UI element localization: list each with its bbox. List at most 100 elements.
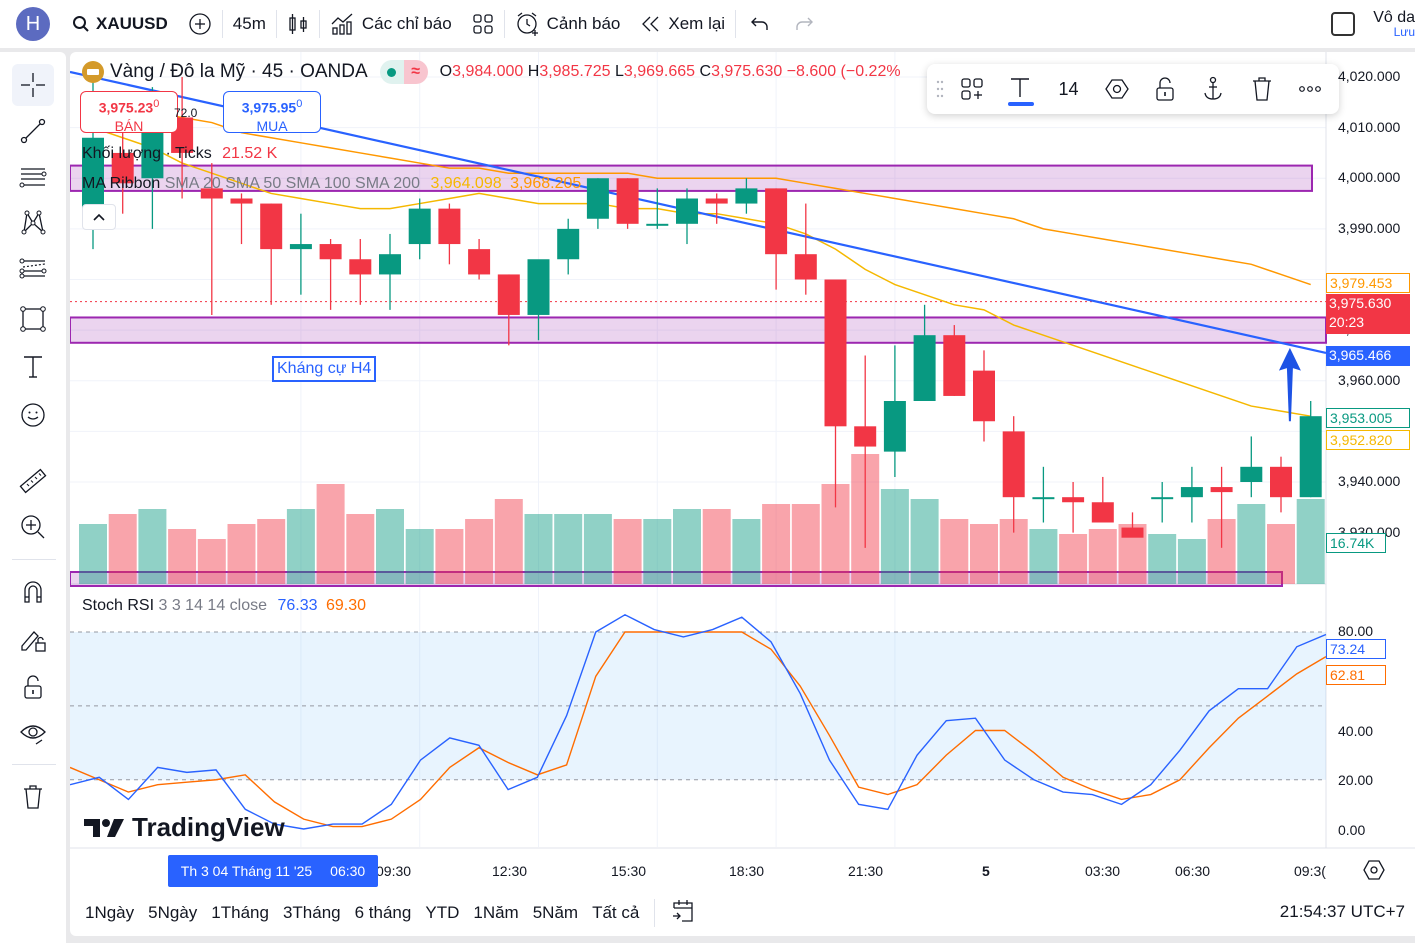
redo-button[interactable]	[784, 0, 824, 48]
volume-bar	[613, 519, 642, 584]
market-status-pills[interactable]: ≈	[379, 60, 428, 84]
chart-canvas[interactable]	[70, 52, 1415, 890]
go-to-date-button[interactable]	[663, 898, 703, 929]
candle-body	[854, 426, 877, 447]
undo-button[interactable]	[736, 0, 784, 48]
candle-body	[438, 208, 461, 245]
stoch-axis-label: 80.00	[1338, 623, 1374, 639]
crosshair-time-tag: Th 3 04 Tháng 11 '25 06:30	[168, 855, 378, 887]
chart-area[interactable]: Vàng / Đô la Mỹ · 45 · OANDA ≈ O3,984.00…	[70, 52, 1415, 890]
layout-checkbox[interactable]	[1331, 12, 1356, 36]
symbol-title[interactable]: Vàng / Đô la Mỹ · 45 · OANDA	[110, 61, 368, 82]
stay-in-drawing-mode-tool[interactable]	[12, 618, 54, 660]
range-all[interactable]: Tất cả	[592, 903, 640, 922]
remove-drawings-tool[interactable]	[12, 776, 54, 818]
buy-button[interactable]: 3,975.950 MUA	[223, 91, 321, 134]
hide-drawings-tool[interactable]	[12, 712, 54, 754]
zone-resistance-h4	[70, 316, 1327, 344]
user-avatar[interactable]: H	[16, 7, 50, 41]
divider	[12, 559, 56, 560]
range-6m[interactable]: 6 tháng	[354, 903, 412, 922]
buy-price: 3,975.95	[241, 99, 297, 116]
anchor-button[interactable]	[1190, 69, 1236, 109]
lock-drawings-tool[interactable]	[12, 666, 54, 708]
candle-body	[586, 178, 609, 219]
compare-symbol-button[interactable]	[178, 0, 222, 48]
range-1d[interactable]: 1Ngày	[85, 903, 135, 922]
timezone-clock[interactable]: 21:54:37 UTC+7	[1279, 902, 1405, 921]
ma-ribbon-legend[interactable]: MA Ribbon SMA 20 SMA 50 SMA 100 SMA 200 …	[82, 175, 581, 193]
fib-tool[interactable]	[12, 156, 54, 198]
save-link[interactable]: Lưu	[1393, 25, 1415, 40]
zoom-in-tool[interactable]	[12, 506, 54, 548]
crosshair-time: 06:30	[330, 863, 366, 879]
divider	[221, 10, 223, 38]
emoji-tool[interactable]	[12, 394, 54, 436]
measure-tool[interactable]	[12, 460, 54, 502]
workspace-name-button[interactable]: Vô da Lưu	[1373, 9, 1415, 40]
candle-body	[943, 335, 966, 396]
pattern-tool[interactable]	[12, 202, 54, 244]
tradingview-logo[interactable]: TradingView	[84, 812, 285, 843]
more-options-button[interactable]	[1287, 69, 1333, 109]
volume-bar	[257, 519, 286, 584]
volume-bar	[168, 529, 197, 584]
templates-button[interactable]	[949, 69, 995, 109]
shape-tool[interactable]	[12, 298, 54, 340]
magnet-tool[interactable]	[12, 570, 54, 612]
workspace-name: Vô da	[1373, 8, 1415, 26]
chart-settings-icon[interactable]	[1362, 858, 1386, 882]
drawing-settings-button[interactable]	[1094, 69, 1140, 109]
trendline-tool[interactable]	[12, 110, 54, 152]
candle-body	[1180, 487, 1203, 498]
price-axis-label: 3,990.000	[1338, 219, 1401, 236]
unlock-icon	[1156, 77, 1174, 101]
layouts-button[interactable]	[462, 0, 504, 48]
text-tool[interactable]	[12, 346, 54, 388]
text-color-button[interactable]	[997, 69, 1043, 109]
forecasting-tool[interactable]	[12, 248, 54, 290]
drag-handle[interactable]	[933, 75, 947, 103]
sell-button[interactable]: 3,975.230 BÁN	[80, 91, 178, 134]
candle-body	[230, 198, 253, 204]
volume-bar	[554, 514, 583, 584]
volume-bar	[702, 509, 731, 584]
lock-drawing-button[interactable]	[1142, 69, 1188, 109]
range-5y[interactable]: 5Năm	[532, 903, 579, 922]
stoch-axis-label: 40.00	[1338, 723, 1374, 739]
price-axis-label: 4,000.000	[1338, 169, 1401, 186]
resistance-text-drawing[interactable]: Kháng cự H4	[272, 356, 377, 382]
rewind-icon	[642, 16, 659, 32]
candle-body	[349, 259, 372, 275]
volume-bar	[108, 514, 137, 584]
chart-type-button[interactable]	[277, 0, 319, 48]
high-key: H	[527, 63, 540, 80]
candle-body	[319, 244, 342, 260]
volume-legend[interactable]: Khối lượng · Ticks 21.52 K	[82, 145, 277, 163]
range-1y[interactable]: 1Năm	[473, 903, 519, 922]
alerts-button[interactable]: Cảnh báo	[505, 0, 631, 48]
indicators-button[interactable]: Các chỉ báo	[320, 0, 462, 48]
collapse-legend-button[interactable]	[82, 204, 116, 230]
delete-drawing-button[interactable]	[1238, 69, 1284, 109]
range-ytd[interactable]: YTD	[425, 903, 460, 922]
sell-price: 3,975.23	[98, 99, 154, 116]
symbol-search-button[interactable]: XAUUSD	[62, 0, 178, 48]
volume-bar	[732, 519, 761, 584]
gold-icon	[82, 61, 104, 83]
change-value: −8.600 (−0.22%	[786, 63, 901, 80]
replay-button[interactable]: Xem lại	[630, 0, 735, 48]
crosshair-tool[interactable]	[12, 64, 54, 106]
range-5d[interactable]: 5Ngày	[148, 903, 198, 922]
stoch-rsi-legend[interactable]: Stoch RSI 3 3 14 14 close 76.33 69.30	[82, 597, 366, 615]
candle-body	[260, 203, 283, 250]
volume-bar	[494, 499, 523, 584]
range-3m[interactable]: 3Tháng	[282, 903, 341, 922]
volume-bar	[1059, 534, 1088, 584]
range-1m[interactable]: 1Tháng	[211, 903, 269, 922]
last-price-tag: 3,975.630 20:23	[1326, 294, 1410, 334]
candle-body	[1151, 497, 1174, 500]
interval-button[interactable]: 45m	[223, 0, 276, 48]
font-size-button[interactable]: 14	[1045, 69, 1091, 109]
close-key: C	[699, 63, 712, 80]
